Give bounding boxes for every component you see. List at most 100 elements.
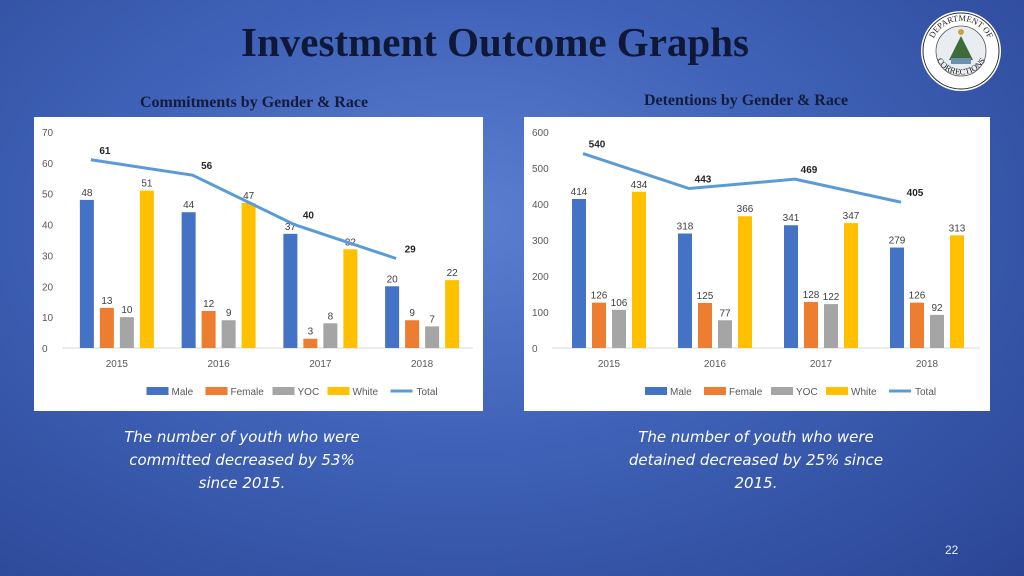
commitments-legend-label: Male bbox=[172, 387, 194, 398]
detentions-bar-male bbox=[678, 233, 692, 348]
commitments-legend-swatch-yoc bbox=[272, 387, 295, 395]
left-caption: The number of youth who were committed d… bbox=[124, 428, 360, 492]
detentions-bar-female bbox=[698, 303, 712, 348]
commitments-total-label: 56 bbox=[201, 161, 213, 172]
detentions-legend-swatch-male bbox=[645, 387, 667, 395]
commitments-bar-female bbox=[201, 310, 216, 348]
commitments-bar-female bbox=[303, 338, 318, 348]
detentions-ytick-label: 600 bbox=[532, 128, 549, 139]
commitments-bar-male bbox=[385, 286, 400, 348]
detentions-bar-label: 92 bbox=[931, 303, 943, 314]
commitments-bar-label: 48 bbox=[81, 188, 93, 199]
detentions-total-label: 443 bbox=[695, 175, 712, 186]
commitments-ytick-label: 50 bbox=[42, 190, 54, 201]
commitments-bar-yoc bbox=[119, 317, 134, 348]
commitments-bar-label: 10 bbox=[121, 305, 133, 316]
detentions-bar-white bbox=[950, 235, 964, 348]
left-chart-subtitle: Commitments by Gender & Race bbox=[139, 94, 369, 111]
detentions-category-label: 2015 bbox=[598, 359, 621, 370]
detentions-bar-yoc bbox=[824, 304, 838, 348]
detentions-bar-male bbox=[572, 198, 586, 348]
detentions-total-label: 405 bbox=[907, 188, 924, 199]
detentions-bar-label: 279 bbox=[889, 236, 906, 247]
detentions-bar-female bbox=[592, 302, 606, 348]
commitments-category-label: 2016 bbox=[208, 359, 231, 370]
commitments-bar-yoc bbox=[323, 323, 338, 348]
detentions-legend-label: Total bbox=[915, 387, 936, 398]
detentions-ytick-label: 500 bbox=[532, 164, 549, 175]
detentions-chart: 0 100 200 300 400 500 600 414 126 106 434 2015 318 12… bbox=[524, 117, 990, 411]
commitments-ytick-label: 40 bbox=[42, 221, 54, 232]
detentions-legend-swatch-yoc bbox=[771, 387, 793, 395]
commitments-ytick-label: 60 bbox=[42, 159, 54, 170]
commitments-legend-label: Female bbox=[231, 387, 265, 398]
commitments-bar-female bbox=[99, 307, 114, 348]
detentions-bar-white bbox=[844, 223, 858, 348]
commitments-bar-label: 20 bbox=[387, 274, 399, 285]
commitments-bar-male bbox=[181, 212, 196, 348]
slide-title: Investment Outcome Graphs bbox=[241, 19, 749, 65]
detentions-bar-label: 128 bbox=[803, 290, 820, 301]
commitments-ytick-label: 10 bbox=[42, 313, 54, 324]
commitments-total-label: 40 bbox=[303, 211, 315, 222]
detentions-ytick-label: 300 bbox=[532, 236, 549, 247]
commitments-total-label: 29 bbox=[405, 245, 417, 256]
detentions-category-label: 2018 bbox=[916, 359, 939, 370]
detentions-legend-label: Female bbox=[729, 387, 763, 398]
detentions-bar-white bbox=[632, 191, 646, 348]
detentions-bar-label: 125 bbox=[697, 291, 714, 302]
commitments-bar-label: 13 bbox=[101, 296, 113, 307]
commitments-bar-white bbox=[343, 249, 358, 348]
right-caption: The number of youth who were detained de… bbox=[628, 428, 884, 492]
detentions-legend-label: Male bbox=[670, 387, 692, 398]
detentions-bar-label: 122 bbox=[823, 292, 840, 303]
commitments-bar-yoc bbox=[221, 320, 236, 348]
detentions-bar-yoc bbox=[718, 320, 732, 348]
detentions-bar-label: 318 bbox=[677, 222, 694, 233]
detentions-bar-male bbox=[784, 225, 798, 348]
commitments-bar-white bbox=[139, 190, 154, 348]
commitments-bar-label: 47 bbox=[243, 191, 255, 202]
commitments-bar-label: 44 bbox=[183, 200, 195, 211]
commitments-bar-label: 22 bbox=[447, 268, 459, 279]
commitments-chart: 0 10 20 30 40 50 60 70 48 13 10 51 2015 44 12 9 47 2016 37… bbox=[34, 117, 483, 411]
commitments-legend-label: YOC bbox=[298, 387, 320, 398]
detentions-legend-swatch-female bbox=[704, 387, 726, 395]
detentions-bar-label: 106 bbox=[611, 298, 628, 309]
commitments-ytick-label: 0 bbox=[42, 344, 48, 355]
commitments-bar-label: 51 bbox=[141, 179, 153, 190]
commitments-bar-male bbox=[283, 233, 298, 348]
commitments-ytick-label: 20 bbox=[42, 282, 54, 293]
page-number: 22 bbox=[945, 543, 959, 557]
detentions-bar-male bbox=[890, 247, 904, 348]
commitments-bar-female bbox=[405, 320, 420, 348]
commitments-bar-label: 9 bbox=[409, 308, 415, 319]
commitments-bar-label: 7 bbox=[429, 314, 435, 325]
detentions-bar-yoc bbox=[612, 309, 626, 348]
commitments-bar-label: 37 bbox=[285, 222, 297, 233]
commitments-bar-label: 3 bbox=[308, 327, 314, 338]
detentions-legend-label: YOC bbox=[796, 387, 818, 398]
commitments-total-line bbox=[90, 158, 397, 260]
detentions-bar-label: 341 bbox=[783, 213, 800, 224]
detentions-legend-swatch-white bbox=[826, 387, 848, 395]
detentions-bar-female bbox=[804, 301, 818, 348]
commitments-category-label: 2018 bbox=[411, 359, 434, 370]
detentions-bar-label: 414 bbox=[571, 187, 588, 198]
detentions-bar-label: 126 bbox=[591, 291, 608, 302]
detentions-ytick-label: 200 bbox=[532, 272, 549, 283]
detentions-bar-label: 434 bbox=[631, 180, 648, 191]
detentions-bar-label: 347 bbox=[843, 211, 860, 222]
commitments-legend-label: White bbox=[353, 387, 379, 398]
commitments-svg: 0102030405060704813105120154412947201637… bbox=[42, 128, 473, 398]
commitments-ytick-label: 70 bbox=[42, 128, 54, 139]
detentions-ytick-label: 0 bbox=[532, 344, 538, 355]
detentions-bar-label: 77 bbox=[719, 308, 731, 319]
detentions-total-label: 540 bbox=[589, 140, 606, 151]
detentions-category-label: 2017 bbox=[810, 359, 833, 370]
commitments-bar-label: 9 bbox=[226, 308, 232, 319]
commitments-legend-swatch-female bbox=[205, 387, 228, 395]
detentions-ytick-label: 400 bbox=[532, 200, 549, 211]
detentions-bar-yoc bbox=[930, 314, 944, 348]
detentions-bar-label: 126 bbox=[909, 291, 926, 302]
